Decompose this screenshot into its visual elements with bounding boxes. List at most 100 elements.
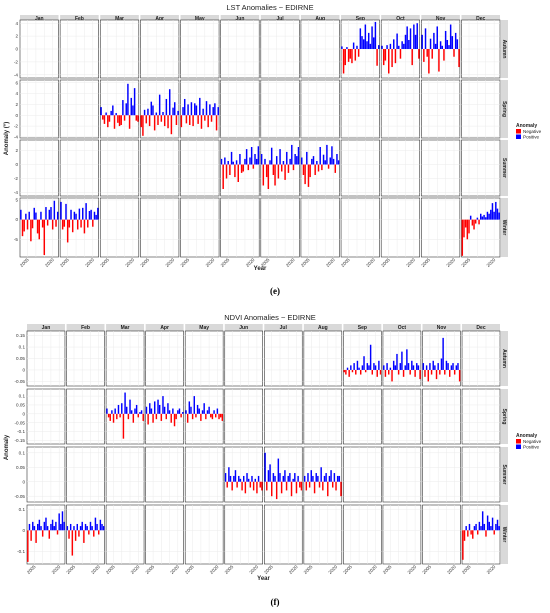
anomaly-bar — [111, 410, 113, 414]
anomaly-bar — [498, 212, 500, 220]
x-tick-label: 2005 — [460, 257, 471, 268]
anomaly-bar — [493, 530, 495, 535]
panel-oct-summer — [382, 446, 422, 503]
anomaly-bar — [108, 115, 111, 122]
panel-frame — [184, 446, 224, 503]
y-tick-label: -0.05 — [15, 379, 26, 384]
anomaly-bar — [483, 214, 485, 220]
anomaly-bar — [444, 369, 446, 375]
facet-label-apr: Apr — [160, 325, 169, 331]
anomaly-bar — [160, 115, 163, 122]
anomaly-bar — [206, 410, 209, 414]
anomaly-bar — [495, 201, 497, 220]
x-tick-label: 2005 — [420, 257, 431, 268]
anomaly-bar — [337, 160, 340, 165]
panel-may-winter — [184, 504, 224, 565]
anomaly-bar — [38, 519, 41, 531]
anomaly-bar — [468, 523, 471, 531]
anomaly-bar — [219, 413, 222, 418]
y-tick-label: -2 — [14, 124, 19, 129]
x-tick-label: 2020 — [44, 257, 55, 268]
panel-frame — [343, 504, 382, 565]
panel-jul-autumn — [263, 330, 303, 387]
panel-jun-winter — [220, 197, 260, 258]
anomaly-bar — [203, 403, 205, 414]
panel-apr-summer — [145, 446, 184, 503]
anomaly-bar — [37, 523, 39, 531]
anomaly-bar — [239, 478, 242, 482]
panel-jul-winter — [263, 504, 303, 565]
anomaly-bar — [440, 358, 443, 370]
panel-apr-autumn — [145, 330, 184, 387]
facet-strip-spring — [501, 389, 508, 444]
anomaly-bar — [261, 481, 263, 491]
anomaly-bar — [389, 43, 392, 49]
anomaly-bar — [132, 413, 135, 423]
anomaly-bar — [154, 401, 156, 414]
anomaly-bar — [486, 211, 489, 220]
legend-swatch-positive — [516, 444, 521, 449]
x-tick-label: 2020 — [84, 257, 95, 268]
anomaly-bar — [322, 154, 325, 165]
anomaly-bar — [488, 521, 490, 531]
y-tick-label: -4 — [14, 190, 19, 195]
anomaly-bar — [302, 164, 305, 175]
x-tick-label: 2020 — [446, 564, 457, 575]
anomaly-bar — [431, 49, 433, 59]
anomaly-bar — [218, 413, 220, 420]
anomaly-bar — [274, 475, 276, 482]
anomaly-bar — [314, 164, 316, 175]
anomaly-bar — [354, 49, 357, 61]
panel-frame — [461, 388, 501, 445]
anomaly-bar — [351, 369, 354, 373]
x-tick-label: 2005 — [382, 564, 393, 575]
anomaly-bar — [309, 164, 311, 178]
anomaly-bar — [250, 147, 253, 165]
anomaly-bar — [122, 100, 124, 116]
panel-frame — [382, 388, 422, 445]
facet-label-apr: Apr — [155, 16, 164, 22]
facet-strip-sep — [341, 15, 380, 22]
y-tick-label: 2 — [15, 102, 18, 107]
anomaly-bar — [80, 219, 82, 228]
panel-feb-spring — [66, 388, 105, 445]
anomaly-bar — [187, 104, 189, 116]
anomaly-bar — [180, 115, 183, 128]
x-tick-label: 2005 — [340, 257, 351, 268]
anomaly-bar — [23, 219, 25, 232]
anomaly-bar — [130, 410, 133, 414]
anomaly-bar — [214, 103, 216, 116]
anomaly-bar — [89, 521, 92, 531]
y-tick-label: 0 — [15, 217, 18, 222]
anomaly-bar — [234, 470, 237, 482]
anomaly-bar — [374, 365, 377, 370]
x-tick-label: 2005 — [99, 257, 110, 268]
anomaly-bar — [449, 24, 452, 49]
anomaly-bar — [114, 408, 116, 414]
facet-strip-feb — [66, 324, 105, 331]
anomaly-bar — [202, 108, 204, 116]
anomaly-bar — [412, 365, 415, 370]
facet-label-jun: Jun — [239, 325, 248, 331]
panel-frame — [421, 197, 461, 258]
y-tick-label: 0.15 — [16, 333, 25, 338]
anomaly-bar — [330, 470, 332, 482]
panel-feb-autumn — [59, 19, 99, 79]
anomaly-bar — [257, 146, 260, 165]
panel-frame — [380, 197, 421, 258]
anomaly-bar — [369, 43, 372, 49]
facet-strip-jun — [220, 15, 260, 22]
anomaly-bar — [478, 219, 480, 225]
anomaly-bar — [449, 369, 451, 377]
anomaly-bar — [264, 158, 266, 165]
anomaly-bar — [462, 530, 464, 560]
anomaly-bar — [343, 369, 345, 373]
anomaly-bar — [308, 481, 311, 488]
facet-label-nov: Nov — [436, 16, 446, 22]
anomaly-bar — [100, 107, 102, 116]
anomaly-bar — [429, 363, 431, 370]
panel-mar-summer — [99, 139, 140, 197]
y-tick-label: 5 — [15, 198, 18, 203]
anomaly-bar — [267, 164, 270, 189]
anomaly-bar — [479, 213, 482, 220]
